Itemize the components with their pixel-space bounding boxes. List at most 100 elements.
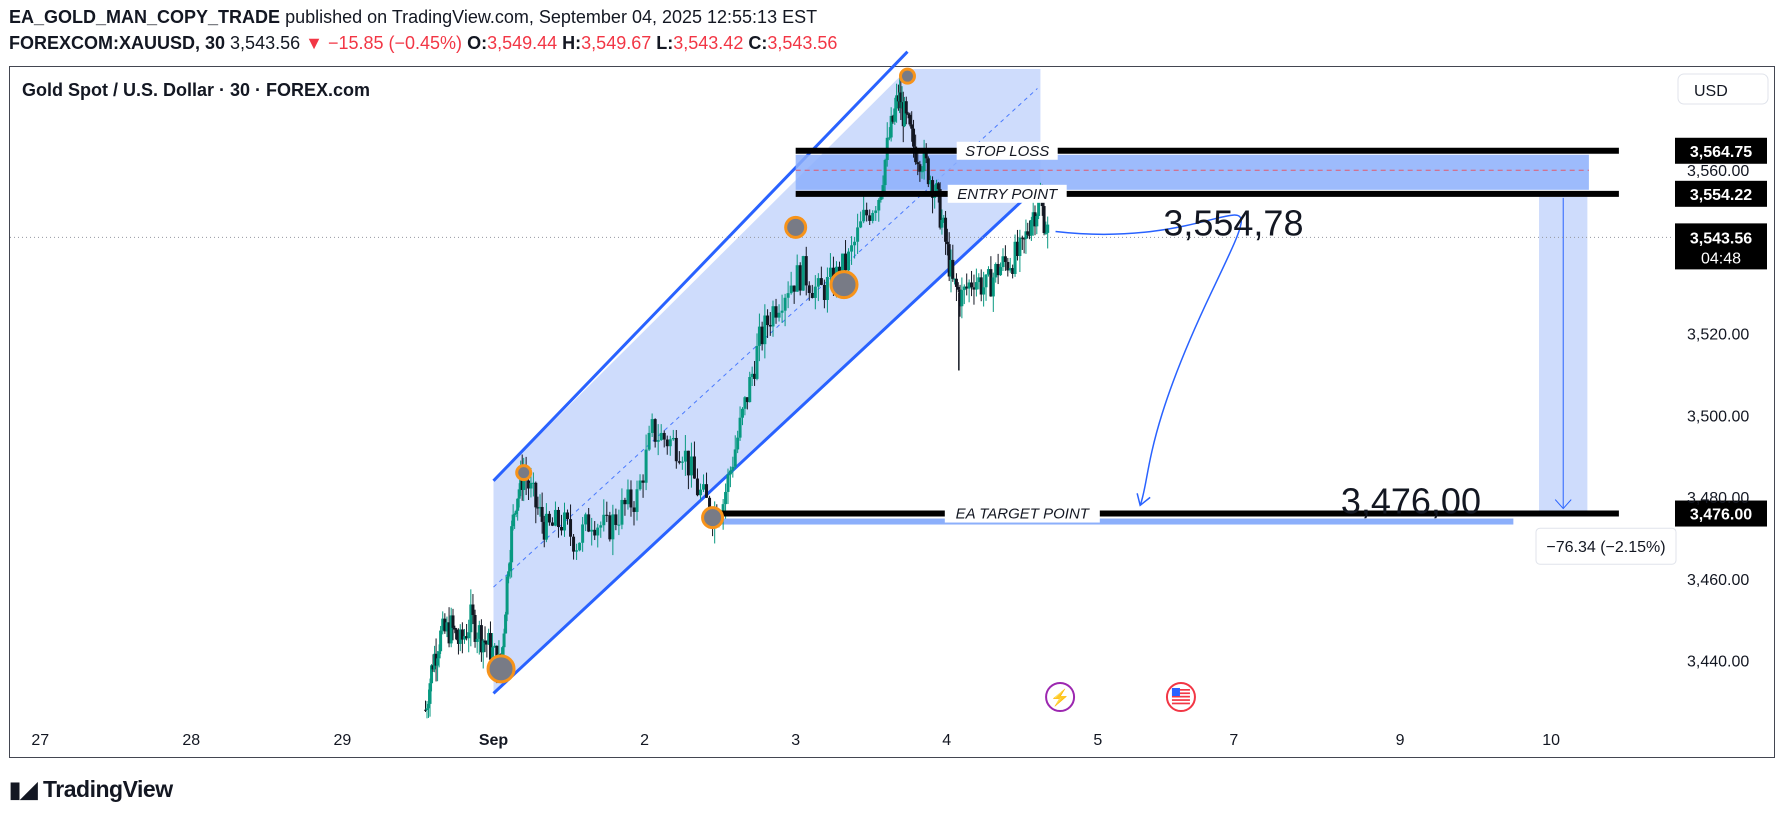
candle-body xyxy=(698,489,702,496)
candle-body xyxy=(974,282,978,290)
candle-body xyxy=(487,633,491,645)
candle-body xyxy=(529,482,533,489)
candle-body xyxy=(441,618,445,631)
candle-body xyxy=(970,282,974,288)
candle-body xyxy=(868,215,872,221)
candle-body xyxy=(620,499,624,525)
channel-lower-line[interactable] xyxy=(492,185,1039,695)
candle-body xyxy=(668,439,672,447)
candle-body xyxy=(437,651,441,659)
candle-body xyxy=(904,101,908,114)
candle-body xyxy=(692,456,696,479)
candle-body xyxy=(813,286,817,298)
candle-body xyxy=(920,171,924,173)
candle-body xyxy=(740,408,744,418)
y-tick-label: 3,480.00 xyxy=(1687,490,1749,507)
candle-body xyxy=(999,267,1003,276)
candle-body xyxy=(1033,212,1037,227)
pivot-marker[interactable] xyxy=(486,654,516,684)
level-label-bg xyxy=(956,141,1058,160)
candle-body xyxy=(991,277,995,297)
candle-body xyxy=(507,571,511,577)
candle-body xyxy=(623,499,627,505)
candle-body xyxy=(702,484,706,490)
candle-body xyxy=(647,432,651,450)
x-tick-label: 28 xyxy=(182,732,200,749)
published-text: published on TradingView.com, September … xyxy=(285,7,818,27)
candle-body xyxy=(605,514,609,516)
candle-body xyxy=(912,128,916,147)
level-label-bg xyxy=(947,184,1067,203)
x-tick-label: 7 xyxy=(1229,732,1238,749)
entry-price-annotation: 3,554,78 xyxy=(1163,202,1303,243)
candle-body xyxy=(445,622,449,632)
price-tag: 3,554.22 xyxy=(1690,187,1752,204)
candle-body xyxy=(477,625,481,639)
candle-body xyxy=(936,183,940,190)
price-tag: 3,564.75 xyxy=(1690,144,1752,161)
candle-body xyxy=(928,180,932,185)
pivot-marker[interactable] xyxy=(784,215,808,239)
x-tick-label: 9 xyxy=(1396,732,1405,749)
candle-body xyxy=(563,512,567,531)
candle-body xyxy=(1006,261,1010,271)
candle-body xyxy=(899,92,903,109)
candle-body xyxy=(677,461,681,463)
level-name-label: ENTRY POINT xyxy=(957,186,1059,203)
candle-body xyxy=(1018,237,1022,257)
candle-body xyxy=(587,514,591,532)
x-tick-label: Sep xyxy=(479,732,509,749)
candle-body xyxy=(883,160,887,186)
candle-body xyxy=(508,562,512,572)
candle-body xyxy=(650,419,654,433)
candle-body xyxy=(844,253,848,271)
pivot-marker[interactable] xyxy=(515,464,533,482)
candle-body xyxy=(481,640,485,653)
candle-body xyxy=(726,474,730,492)
candle-body xyxy=(940,219,944,228)
candle-body xyxy=(662,432,666,440)
candle-body xyxy=(475,638,479,642)
candle-body xyxy=(1046,224,1050,233)
candle-body xyxy=(1024,231,1028,239)
candle-body xyxy=(504,614,508,634)
candle-body xyxy=(989,269,993,297)
low-value: 3,543.42 xyxy=(673,33,744,53)
candle-body xyxy=(608,515,612,540)
close-label: C: xyxy=(748,33,768,53)
candle-body xyxy=(556,509,560,527)
candle-body xyxy=(810,293,814,298)
pivot-marker[interactable] xyxy=(701,506,725,530)
candle-body xyxy=(967,282,971,289)
channel-upper-line[interactable] xyxy=(492,50,909,482)
x-tick-label: 2 xyxy=(640,732,649,749)
candle-body xyxy=(982,287,986,295)
candle-body xyxy=(510,526,514,563)
candle-body xyxy=(536,507,540,509)
candle-body xyxy=(841,253,845,281)
candle-body xyxy=(569,519,573,537)
candle-body xyxy=(825,277,829,301)
economic-event-icon[interactable] xyxy=(1045,682,1076,712)
candle-body xyxy=(1044,232,1048,234)
candle-body xyxy=(996,263,1000,276)
candle-body xyxy=(1042,206,1046,234)
projection-curve[interactable] xyxy=(1055,214,1242,506)
candle-body xyxy=(686,450,690,476)
last-price-tag-bg xyxy=(1675,223,1767,270)
candle-body xyxy=(455,629,459,640)
pivot-marker[interactable] xyxy=(898,67,916,85)
candle-body xyxy=(531,482,535,484)
measure-box xyxy=(1535,527,1677,565)
candle-body xyxy=(635,489,639,512)
currency-button[interactable] xyxy=(1677,73,1769,105)
candle-body xyxy=(522,472,526,490)
candle-body xyxy=(469,604,473,633)
candle-body xyxy=(447,622,451,644)
tradingview-footer[interactable]: ▮◢ TradingView xyxy=(9,776,173,803)
author-name[interactable]: EA_GOLD_MAN_COPY_TRADE xyxy=(9,7,281,27)
candle-body xyxy=(547,513,551,523)
pivot-marker[interactable] xyxy=(829,270,859,300)
candle-body xyxy=(434,653,438,666)
